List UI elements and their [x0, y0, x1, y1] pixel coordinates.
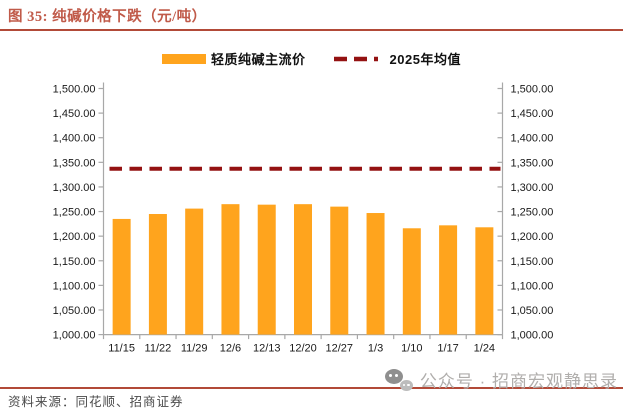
bar-1/3	[366, 213, 385, 335]
x-tick-label: 1/3	[368, 343, 383, 355]
y-tick-label-left: 1,000.00	[53, 330, 96, 342]
y-tick-label-right: 1,150.00	[511, 256, 554, 268]
y-tick-label-left: 1,300.00	[53, 182, 96, 194]
wechat-icon	[384, 368, 413, 391]
y-tick-label-left: 1,350.00	[53, 157, 96, 169]
wechat-bubble-large	[384, 368, 403, 384]
figure-header: 图 35: 纯碱价格下跌（元/吨）	[8, 5, 615, 26]
y-tick-label-right: 1,250.00	[511, 207, 554, 219]
y-tick-label-left: 1,100.00	[53, 280, 96, 292]
x-tick-label: 1/24	[474, 343, 495, 355]
y-tick-label-left: 1,500.00	[53, 84, 96, 96]
bar-11/15	[112, 218, 131, 335]
watermark-text: 公众号 · 招商宏观静思录	[419, 372, 618, 391]
bar-12/20	[294, 204, 312, 335]
figure-title: 图 35: 纯碱价格下跌（元/吨）	[8, 9, 207, 25]
y-tick-label-left: 1,150.00	[53, 256, 96, 268]
legend-bar-swatch	[162, 53, 207, 64]
y-tick-label-right: 1,300.00	[511, 182, 554, 194]
y-tick-label-left: 1,400.00	[53, 133, 96, 145]
legend-dash-swatch	[333, 56, 384, 61]
y-tick-label-right: 1,350.00	[511, 157, 554, 169]
chart-legend: 轻质纯碱主流价 2025年均值	[0, 49, 623, 68]
x-tick-label: 12/20	[289, 343, 317, 355]
bar-1/24	[475, 227, 494, 335]
bar-12/6	[221, 204, 240, 335]
legend-label-bar-series: 轻质纯碱主流价	[211, 52, 306, 67]
bar-1/10	[402, 228, 421, 335]
price-chart: 1,500.00 1,500.00 1,450.00 1,450.00 1,400.00…	[53, 82, 554, 355]
y-tick-label-right: 1,500.00	[511, 84, 554, 96]
y-tick-label-left: 1,250.00	[53, 207, 96, 219]
bar-11/29	[185, 208, 204, 335]
x-tick-label: 12/6	[220, 343, 241, 355]
footer-rule	[0, 387, 623, 389]
y-tick-label-right: 1,100.00	[511, 280, 554, 292]
y-tick-label-right: 1,050.00	[511, 305, 554, 317]
y-tick-label-left: 1,450.00	[53, 108, 96, 120]
x-tick-label: 11/29	[181, 343, 208, 355]
bar-1/17	[439, 225, 458, 335]
y-tick-label-right: 1,200.00	[511, 231, 554, 243]
x-tick-label: 12/27	[326, 343, 354, 355]
bar-12/27	[330, 206, 349, 335]
watermark: 公众号 · 招商宏观静思录	[384, 367, 618, 392]
y-tick-label-left: 1,200.00	[53, 231, 96, 243]
wechat-bubble-small	[399, 379, 413, 391]
x-tick-label: 1/17	[437, 343, 458, 355]
bar-12/13	[257, 204, 276, 335]
y-tick-label-left: 1,050.00	[53, 305, 96, 317]
title-rule	[0, 29, 623, 31]
y-tick-label-right: 1,450.00	[511, 108, 554, 120]
y-tick-label-right: 1,400.00	[511, 133, 554, 145]
source-note: 资料来源：同花顺、招商证券	[8, 394, 184, 409]
bar-11/22	[148, 214, 167, 335]
x-tick-label: 1/10	[401, 343, 422, 355]
x-tick-label: 12/13	[253, 343, 281, 355]
x-tick-label: 11/15	[108, 343, 135, 355]
y-tick-label-right: 1,000.00	[511, 330, 554, 342]
x-tick-label: 11/22	[145, 343, 172, 355]
legend-label-mean-line: 2025年均值	[389, 52, 461, 67]
